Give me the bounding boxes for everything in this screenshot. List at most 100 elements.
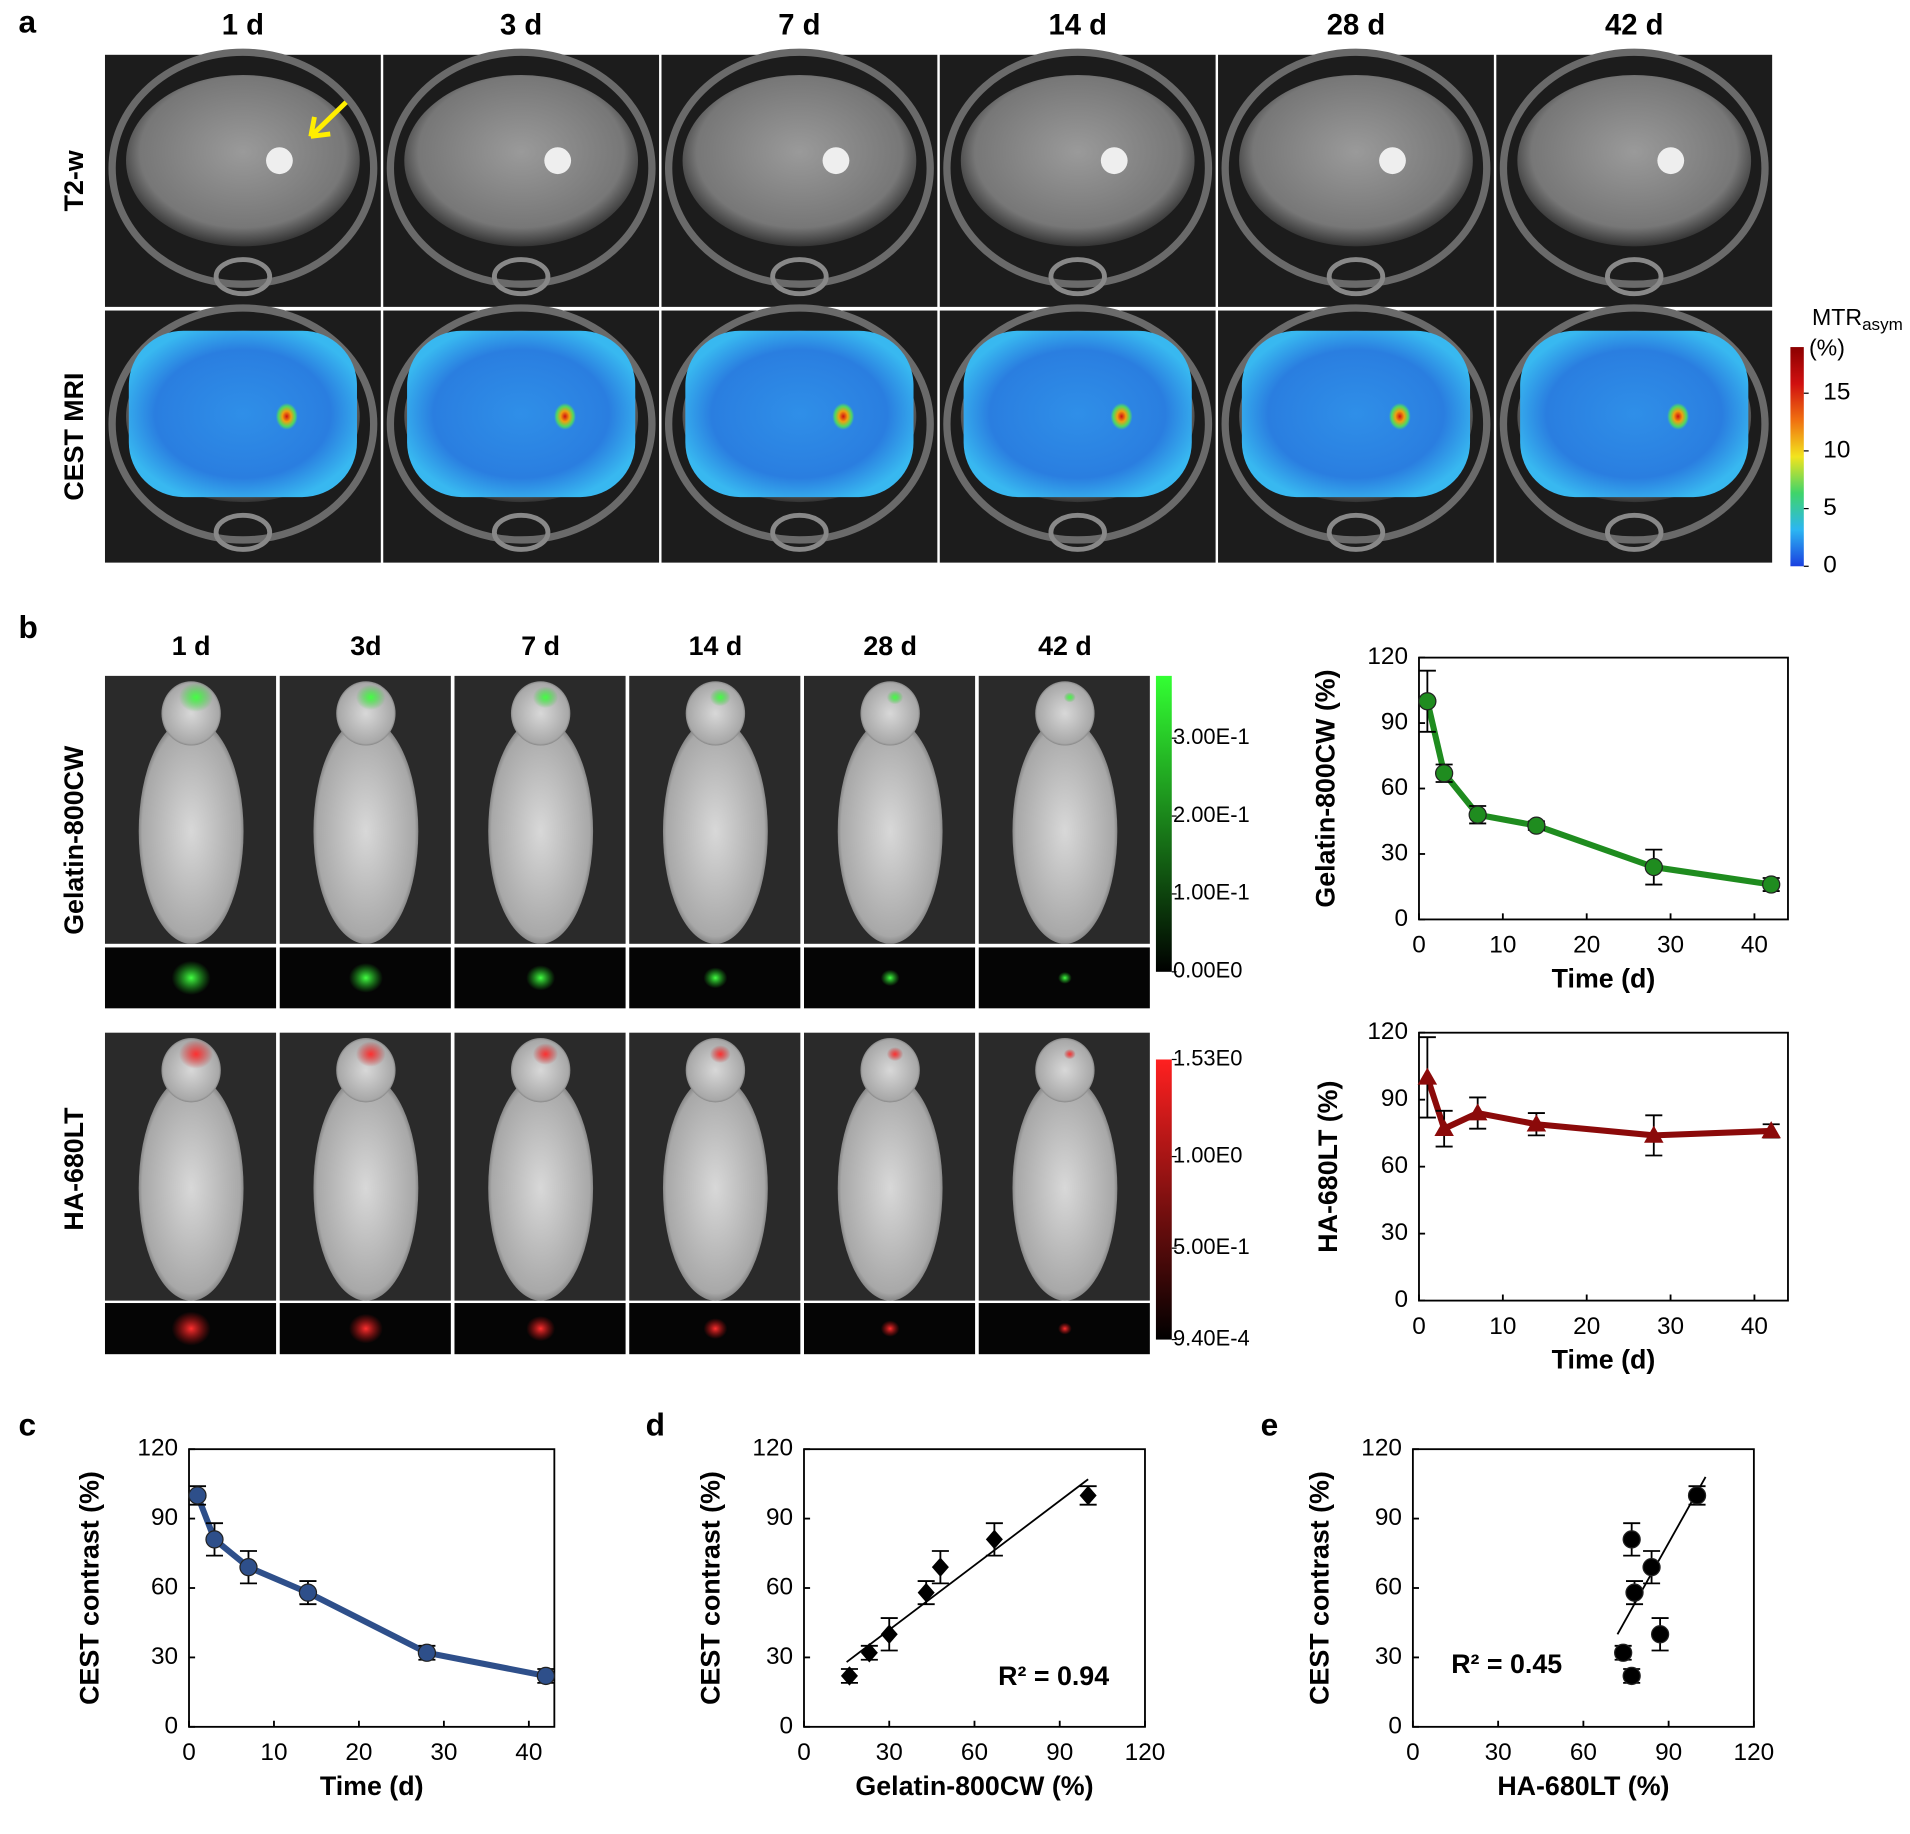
strip-signal bbox=[348, 1313, 383, 1344]
skull bbox=[943, 48, 1213, 288]
brainstem bbox=[1604, 257, 1664, 297]
x-tick-label: 40 bbox=[515, 1739, 542, 1766]
lesion bbox=[544, 147, 572, 175]
x-tick-label: 90 bbox=[1655, 1739, 1682, 1766]
row-label: T2-w bbox=[59, 150, 89, 211]
mouse-body bbox=[837, 1075, 943, 1301]
y-tick-label: 120 bbox=[137, 1435, 178, 1462]
marker bbox=[1526, 1114, 1547, 1132]
strip-signal bbox=[171, 1311, 211, 1346]
signal bbox=[1063, 692, 1076, 703]
annotation: R² = 0.45 bbox=[1451, 1649, 1562, 1679]
column-label: 14 d bbox=[1048, 10, 1106, 42]
colorbar bbox=[1155, 675, 1172, 972]
cest-hotspot bbox=[832, 403, 855, 430]
column-label: 1 d bbox=[172, 631, 211, 661]
colorbar-tick-label: 2.00E-1 bbox=[1173, 802, 1250, 827]
mouse-body bbox=[488, 1075, 594, 1301]
mouse-head bbox=[1035, 681, 1095, 746]
y-axis-label: CEST contrast (%) bbox=[75, 1471, 105, 1705]
marker bbox=[1467, 1103, 1488, 1121]
marker bbox=[205, 1530, 224, 1549]
cest-map bbox=[407, 330, 636, 498]
marker bbox=[880, 1624, 898, 1645]
skull bbox=[664, 48, 934, 288]
y-tick-label: 60 bbox=[151, 1573, 178, 1600]
colorbar-unit: (%) bbox=[1809, 335, 1845, 361]
skull bbox=[108, 304, 378, 544]
strip-signal bbox=[1058, 1322, 1072, 1335]
brainstem bbox=[1326, 512, 1386, 552]
brainstem bbox=[770, 257, 829, 297]
marker bbox=[1622, 1530, 1641, 1549]
y-tick-label: 90 bbox=[1381, 1085, 1408, 1112]
marker bbox=[1435, 764, 1454, 783]
row-label: HA-680LT bbox=[59, 1107, 89, 1231]
marker bbox=[188, 1486, 207, 1505]
y-tick-label: 30 bbox=[766, 1643, 793, 1670]
signal bbox=[178, 1039, 214, 1069]
brainstem bbox=[1326, 257, 1386, 297]
y-tick-label: 60 bbox=[1381, 1152, 1408, 1179]
panel-label: c bbox=[19, 1407, 37, 1443]
lesion bbox=[266, 147, 293, 175]
panel-label: a bbox=[19, 4, 37, 40]
x-axis-label: HA-680LT (%) bbox=[1497, 1771, 1669, 1801]
colorbar-tick-label: 1.53E0 bbox=[1173, 1045, 1242, 1070]
colorbar-tick-label: 0.00E0 bbox=[1173, 958, 1242, 983]
colorbar-tick-label: 5.00E-1 bbox=[1173, 1234, 1250, 1259]
mouse-body bbox=[1012, 1075, 1118, 1301]
y-tick-label: 30 bbox=[1381, 839, 1408, 866]
panel-label: b bbox=[19, 609, 38, 645]
x-tick-label: 10 bbox=[1489, 1313, 1516, 1340]
lesion bbox=[822, 147, 850, 175]
brainstem bbox=[491, 257, 551, 297]
column-label: 42 d bbox=[1038, 631, 1092, 661]
row-label: Gelatin-800CW bbox=[59, 745, 89, 935]
brain bbox=[682, 74, 917, 247]
y-tick-label: 0 bbox=[1388, 1712, 1402, 1739]
brain bbox=[960, 74, 1195, 247]
y-tick-label: 120 bbox=[752, 1435, 793, 1462]
arrow bbox=[308, 100, 348, 139]
x-tick-label: 20 bbox=[1573, 932, 1600, 959]
panel-label: e bbox=[1261, 1407, 1279, 1443]
marker bbox=[1687, 1486, 1707, 1505]
plot-frame bbox=[188, 1448, 556, 1728]
x-tick-label: 30 bbox=[1657, 1313, 1684, 1340]
cest-hotspot bbox=[554, 403, 576, 430]
colorbar-tick-label: 10 bbox=[1823, 436, 1850, 463]
strip-signal bbox=[880, 969, 900, 987]
colorbar-tick-label: 5 bbox=[1823, 494, 1837, 521]
y-tick-label: 60 bbox=[766, 1573, 793, 1600]
marker bbox=[1434, 1118, 1454, 1137]
cest-map bbox=[685, 330, 914, 498]
brainstem bbox=[213, 512, 273, 552]
mouse-head bbox=[860, 681, 920, 746]
y-tick-label: 30 bbox=[151, 1643, 178, 1670]
plot-frame bbox=[1418, 1031, 1789, 1302]
colorbar-title-main: MTR bbox=[1812, 304, 1862, 330]
x-tick-label: 30 bbox=[876, 1739, 903, 1766]
skull bbox=[108, 48, 378, 288]
y-tick-label: 0 bbox=[164, 1712, 178, 1739]
y-tick-label: 120 bbox=[1367, 1018, 1408, 1045]
x-tick-label: 0 bbox=[1412, 1313, 1426, 1340]
y-tick-label: 90 bbox=[766, 1504, 793, 1531]
row-label: CEST MRI bbox=[59, 373, 89, 501]
marker bbox=[1762, 875, 1781, 894]
marker bbox=[1614, 1643, 1633, 1662]
marker bbox=[417, 1643, 437, 1662]
y-tick-label: 120 bbox=[1367, 643, 1408, 670]
signal bbox=[709, 1045, 731, 1064]
brainstem bbox=[770, 512, 829, 552]
y-tick-label: 120 bbox=[1361, 1435, 1402, 1462]
skull bbox=[664, 304, 934, 544]
column-label: 3d bbox=[350, 631, 381, 661]
brainstem bbox=[491, 512, 551, 552]
strip-signal bbox=[348, 963, 383, 993]
strip-signal bbox=[703, 967, 728, 989]
brain bbox=[126, 74, 360, 247]
marker bbox=[1650, 1625, 1670, 1644]
x-tick-label: 0 bbox=[1406, 1739, 1420, 1766]
